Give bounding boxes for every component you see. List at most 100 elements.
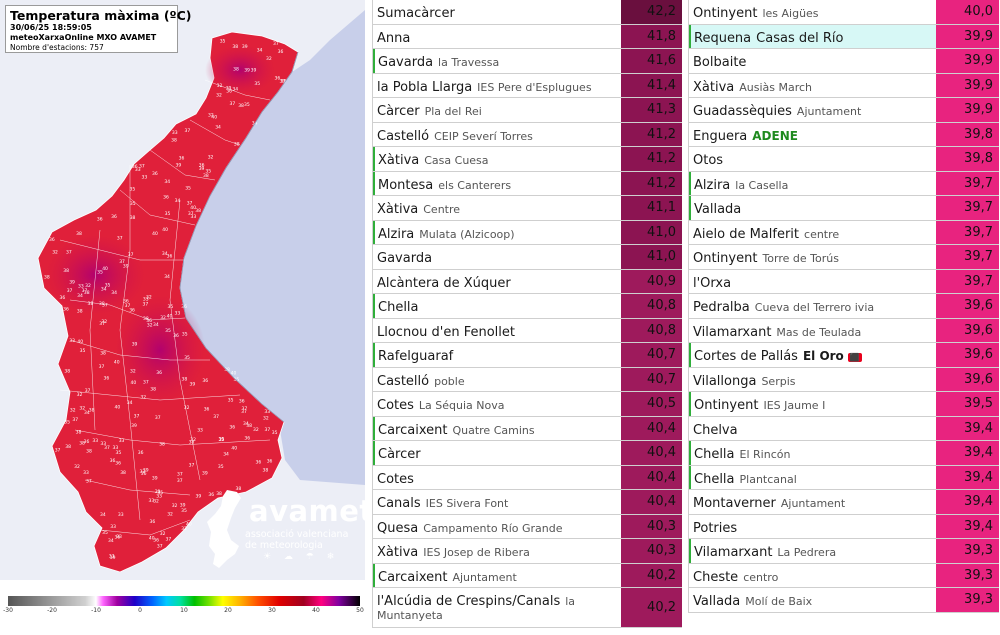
weather-icons: ☀ ☁ ☂ ❄ [263, 552, 340, 562]
table-row[interactable]: Castelló CEIP Severí Torres 41,2 [373, 122, 682, 147]
legend-tick-label: 20 [224, 607, 232, 614]
temperature-value: 39,9 [936, 24, 999, 48]
station-name-cell: l'Orxa [689, 270, 936, 294]
table-row[interactable]: Vilallonga Serpis 39,6 [689, 367, 999, 392]
station-name-line: Rafelguaraf [378, 345, 453, 364]
station-label: 38 [100, 351, 106, 357]
station-site: Campamento Río Grande [423, 521, 563, 535]
station-location: Xàtiva [378, 153, 420, 169]
table-row[interactable]: Carcaixent Ajuntament 40,2 [373, 563, 682, 588]
table-row[interactable]: Xàtiva Centre 41,1 [373, 196, 682, 221]
station-name-cell: Montaverner Ajuntament [689, 490, 936, 514]
table-row[interactable]: Guadassèquies Ajuntament 39,9 [689, 98, 999, 123]
station-label: 32 [160, 315, 166, 321]
station-label: 35 [182, 332, 188, 338]
table-row[interactable]: Xàtiva Casa Cuesa 41,2 [373, 147, 682, 172]
table-row[interactable]: Llocnou d'en Fenollet 40,8 [373, 318, 682, 343]
table-row[interactable]: Cheste centro 39,3 [689, 563, 999, 588]
station-label: 32 [181, 526, 187, 532]
table-row[interactable]: Ontinyent Torre de Torús 39,7 [689, 245, 999, 270]
station-label: 39 [131, 423, 137, 429]
table-row[interactable]: Requena Casas del Río 39,9 [689, 24, 999, 49]
table-row[interactable]: Xàtiva Ausiàs March 39,9 [689, 73, 999, 98]
station-location: Càrcer [377, 104, 420, 120]
table-row[interactable]: Montesa els Canterers 41,2 [373, 171, 682, 196]
station-label: 35 [157, 490, 163, 496]
table-row[interactable]: Enguera ADENE 39,8 [689, 122, 999, 147]
station-label: 33 [280, 78, 286, 84]
table-row[interactable]: Càrcer Pla del Rei 41,3 [373, 98, 682, 123]
table-row[interactable]: Quesa Campamento Río Grande 40,3 [373, 514, 682, 539]
table-row[interactable]: Aielo de Malferit centre 39,7 [689, 220, 999, 245]
station-name-line: Vallada [694, 198, 741, 217]
table-row[interactable]: Sumacàrcer 42,2 [373, 0, 682, 25]
table-row[interactable]: Potries 39,4 [689, 514, 999, 539]
table-row[interactable]: Rafelguaraf 40,7 [373, 343, 682, 368]
table-row[interactable]: Vilamarxant Mas de Teulada 39,6 [689, 318, 999, 343]
station-location: Canals [377, 496, 421, 512]
table-row[interactable]: Castelló poble 40,7 [373, 367, 682, 392]
table-row[interactable]: Xàtiva IES Josep de Ribera 40,3 [373, 539, 682, 564]
table-row[interactable]: Alcàntera de Xúquer 40,9 [373, 269, 682, 294]
table-row[interactable]: Alzira la Casella 39,7 [689, 171, 999, 196]
table-row[interactable]: Chella Plantcanal 39,4 [689, 465, 999, 490]
table-row[interactable]: Cotes 40,4 [373, 465, 682, 490]
station-label: 36 [115, 460, 121, 466]
table-row[interactable]: Bolbaite 39,9 [689, 49, 999, 74]
table-row[interactable]: Anna 41,8 [373, 24, 682, 49]
station-name-cell: Potries [689, 515, 936, 539]
station-label: 39 [218, 436, 224, 442]
station-label: 37 [213, 414, 219, 420]
table-row[interactable]: Gavarda 41,0 [373, 245, 682, 270]
station-label: 37 [143, 301, 149, 307]
table-row[interactable]: Vilamarxant La Pedrera 39,3 [689, 539, 999, 564]
table-row[interactable]: Vallada Molí de Baix 39,3 [689, 588, 999, 613]
station-name-line: Vilamarxant Mas de Teulada [693, 321, 861, 340]
table-row[interactable]: Chella 40,8 [373, 294, 682, 319]
station-name-cell: Otos [689, 147, 936, 171]
station-name-cell: Vallada Molí de Baix [689, 588, 936, 612]
station-label: 36 [60, 295, 66, 301]
table-row[interactable]: Alzira Mulata (Alzicoop) 41,0 [373, 220, 682, 245]
table-row[interactable]: Cortes de Pallás El Oro ⬛ 39,6 [689, 343, 999, 368]
station-label: 35 [80, 348, 86, 354]
table-row[interactable]: Ontinyent IES Jaume I 39,5 [689, 392, 999, 417]
station-label: 39 [180, 503, 186, 509]
table-row[interactable]: l'Alcúdia de Crespins/Canals la Muntanyeta… [373, 588, 682, 628]
table-row[interactable]: Cotes La Séquia Nova 40,5 [373, 392, 682, 417]
station-name-line: Bolbaite [693, 51, 746, 70]
temperature-value: 39,6 [936, 343, 999, 367]
station-label: 38 [143, 316, 149, 322]
table-row[interactable]: Chella El Rincón 39,4 [689, 441, 999, 466]
table-row[interactable]: Vallada 39,7 [689, 196, 999, 221]
station-label: 33 [264, 409, 270, 415]
table-row[interactable]: Canals IES Sivera Font 40,4 [373, 490, 682, 515]
station-label: 37 [128, 252, 134, 258]
table-row[interactable]: la Pobla Llarga IES Pere d'Esplugues 41,4 [373, 73, 682, 98]
temperature-value: 39,6 [936, 318, 999, 342]
table-row[interactable]: Carcaixent Quatre Camins 40,4 [373, 416, 682, 441]
station-location: Cotes [377, 471, 414, 487]
table-row[interactable]: Ontinyent les Aigües 40,0 [689, 0, 999, 25]
station-label: 32 [147, 323, 153, 329]
station-label: 36 [104, 376, 110, 382]
station-label: 36 [163, 195, 169, 201]
table-row[interactable]: Càrcer 40,4 [373, 441, 682, 466]
legend-tick-label: 10 [180, 607, 188, 614]
station-label: 38 [79, 441, 85, 447]
table-row[interactable]: Pedralba Cueva del Terrero ivia 39,6 [689, 294, 999, 319]
table-row[interactable]: l'Orxa 39,7 [689, 269, 999, 294]
table-row[interactable]: Montaverner Ajuntament 39,4 [689, 490, 999, 515]
station-label: 39 [242, 44, 248, 50]
station-label: 37 [139, 163, 145, 169]
table-row[interactable]: Gavarda la Travessa 41,6 [373, 49, 682, 74]
legend-tick-label: 30 [268, 607, 276, 614]
station-label: 39 [155, 489, 161, 495]
station-site: centre [804, 227, 840, 241]
table-row[interactable]: Otos 39,8 [689, 147, 999, 172]
table-row[interactable]: Chelva 39,4 [689, 416, 999, 441]
station-label: 34 [77, 293, 83, 299]
station-site: IES Pere d'Esplugues [477, 80, 592, 94]
station-label: 36 [208, 492, 214, 498]
station-site: El Oro [802, 349, 844, 364]
